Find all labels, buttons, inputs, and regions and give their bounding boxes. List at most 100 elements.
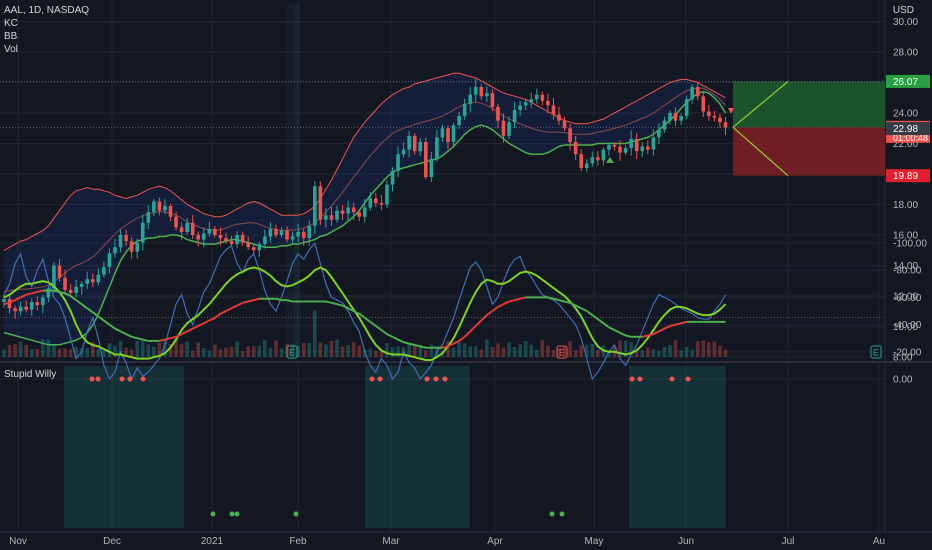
oscillator-slow-line	[458, 336, 466, 342]
oscillator-tick-label: -80.00	[893, 266, 922, 277]
candle-body	[63, 277, 67, 290]
oscillator-title[interactable]: Stupid Willy	[4, 369, 56, 380]
highlight-column	[294, 4, 300, 357]
volume-bar	[557, 348, 561, 357]
candle-body	[418, 141, 423, 152]
month-tick-label: Dec	[103, 536, 121, 547]
candle-body	[118, 235, 123, 248]
candle-body	[562, 120, 567, 129]
oscillator-mid-line	[3, 266, 727, 361]
oscillator-slow-line	[392, 335, 399, 341]
volume-bar	[496, 343, 500, 357]
price-tick-label: 28.00	[893, 48, 918, 59]
candle-body	[473, 87, 478, 95]
oscillator-slow-line	[642, 334, 649, 338]
oscillator-slow-line	[53, 289, 60, 293]
currency-label: USD	[893, 5, 914, 16]
volume-bar	[135, 340, 139, 357]
indicator-vol-label[interactable]: Vol	[4, 44, 18, 55]
indicator-bb-label[interactable]: BB	[4, 31, 18, 42]
volume-bar	[18, 341, 23, 357]
chart-title[interactable]: AAL, 1D, NASDAQ	[4, 5, 89, 16]
candle-body	[268, 228, 273, 237]
candle-body	[518, 105, 522, 110]
candle-body	[429, 158, 434, 178]
oscillator-slow-line	[231, 304, 238, 310]
price-axis[interactable]: 8.0010.0012.0014.0016.0018.0020.0022.002…	[886, 17, 930, 386]
oscillator-tick-label: -60.00	[893, 293, 922, 304]
oscillator-slow-line	[420, 345, 427, 349]
candle-body	[207, 228, 212, 234]
volume-bar	[57, 348, 62, 357]
price-tick-label: 10.00	[893, 322, 918, 333]
candle-body	[102, 267, 106, 275]
oscillator-fast-line	[3, 241, 727, 381]
price-label-value: 19.89	[893, 171, 918, 182]
candle-body	[129, 241, 134, 252]
candle-body	[18, 306, 23, 312]
oscillator-slow-line	[81, 303, 88, 310]
candle-body	[74, 286, 78, 293]
time-axis[interactable]: Nov Dec 2021 Feb Mar Apr May Jun Jul Au	[9, 536, 885, 547]
volume-bar	[712, 341, 717, 357]
oscillator-slow-line	[358, 312, 366, 319]
volume-bar	[274, 340, 278, 357]
candle-body	[435, 137, 439, 159]
candle-body	[290, 236, 295, 240]
oscillator-slow-line	[197, 322, 205, 327]
volume-bar	[590, 343, 595, 357]
oscillator-slow-line	[375, 325, 382, 331]
overbought-dot	[95, 376, 101, 382]
oscillator-slow-line	[203, 319, 210, 325]
price-label-countdown: 01:00:48	[893, 133, 928, 143]
oscillator-slow-line	[480, 314, 488, 322]
volume-bar	[518, 344, 522, 357]
candle-body	[68, 289, 73, 293]
candle-body	[673, 113, 678, 121]
earnings-marker[interactable]: E	[870, 345, 882, 359]
oscillator-slow-line	[403, 341, 410, 345]
candle-body	[390, 170, 395, 185]
indicator-kc-label[interactable]: KC	[4, 18, 18, 29]
candle-body	[124, 235, 128, 242]
volume-bar	[390, 347, 395, 357]
candle-body	[202, 233, 206, 240]
candle-body	[468, 94, 472, 104]
oscillator-slow-line	[602, 322, 610, 329]
volume-bar	[623, 340, 628, 357]
oscillator-slow-line	[86, 307, 94, 314]
overbought-dot	[119, 376, 125, 382]
oscillator-slow-line	[497, 303, 504, 308]
candle-body	[41, 297, 45, 306]
volume-bar	[318, 342, 323, 357]
volume-bar	[329, 341, 334, 357]
earnings-marker[interactable]: E	[556, 345, 568, 359]
candle-body	[507, 122, 511, 136]
candle-body	[335, 210, 339, 220]
price-label-badge	[886, 169, 930, 183]
volume-bar	[490, 347, 495, 357]
oscillator-slow-line	[186, 327, 194, 333]
oversold-dot	[549, 511, 555, 517]
oscillator-slow-line	[463, 330, 471, 338]
candle-body	[362, 207, 367, 217]
candle-body	[607, 145, 611, 150]
candle-body	[301, 231, 306, 239]
volume-bar	[168, 343, 173, 357]
candle-body	[152, 201, 156, 213]
candle-body	[618, 146, 622, 153]
price-label-badge	[886, 74, 930, 88]
candle-body	[535, 94, 539, 100]
oscillator-slow-line	[447, 342, 454, 348]
candle-body	[679, 116, 683, 121]
oversold-dot	[229, 511, 235, 517]
earnings-marker[interactable]: E	[286, 345, 298, 359]
oscillator-zone	[629, 366, 726, 528]
candle-body	[662, 120, 667, 130]
volume-bar	[673, 339, 678, 357]
volume-bar	[523, 341, 528, 357]
candle-body	[274, 228, 278, 235]
candle-body	[91, 279, 95, 283]
oscillator-slow-line	[286, 299, 293, 303]
